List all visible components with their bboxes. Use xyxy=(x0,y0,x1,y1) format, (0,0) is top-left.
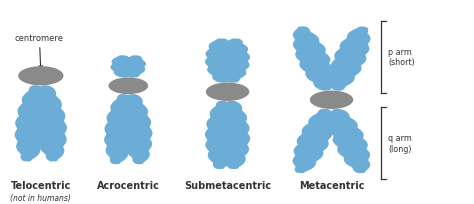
Polygon shape xyxy=(292,109,334,173)
Polygon shape xyxy=(217,101,250,169)
Polygon shape xyxy=(104,95,136,164)
Text: Submetacentric: Submetacentric xyxy=(184,180,271,190)
Polygon shape xyxy=(205,39,238,83)
Polygon shape xyxy=(205,101,238,169)
Polygon shape xyxy=(15,86,49,162)
Polygon shape xyxy=(293,27,334,91)
Circle shape xyxy=(310,91,353,109)
Circle shape xyxy=(109,78,148,95)
Polygon shape xyxy=(33,86,67,162)
Text: Metacentric: Metacentric xyxy=(299,180,365,190)
Polygon shape xyxy=(329,109,370,173)
Text: (not in humans): (not in humans) xyxy=(10,193,71,202)
Text: q arm
(long): q arm (long) xyxy=(388,134,412,153)
Polygon shape xyxy=(110,56,135,78)
Polygon shape xyxy=(121,95,153,164)
Text: Telocentric: Telocentric xyxy=(11,180,71,190)
Circle shape xyxy=(206,83,249,101)
Polygon shape xyxy=(122,56,146,78)
Circle shape xyxy=(18,67,64,86)
Polygon shape xyxy=(217,39,250,83)
Text: centromere: centromere xyxy=(15,34,64,70)
Polygon shape xyxy=(329,27,371,91)
Text: p arm
(short): p arm (short) xyxy=(388,48,415,67)
Text: Acrocentric: Acrocentric xyxy=(97,180,160,190)
